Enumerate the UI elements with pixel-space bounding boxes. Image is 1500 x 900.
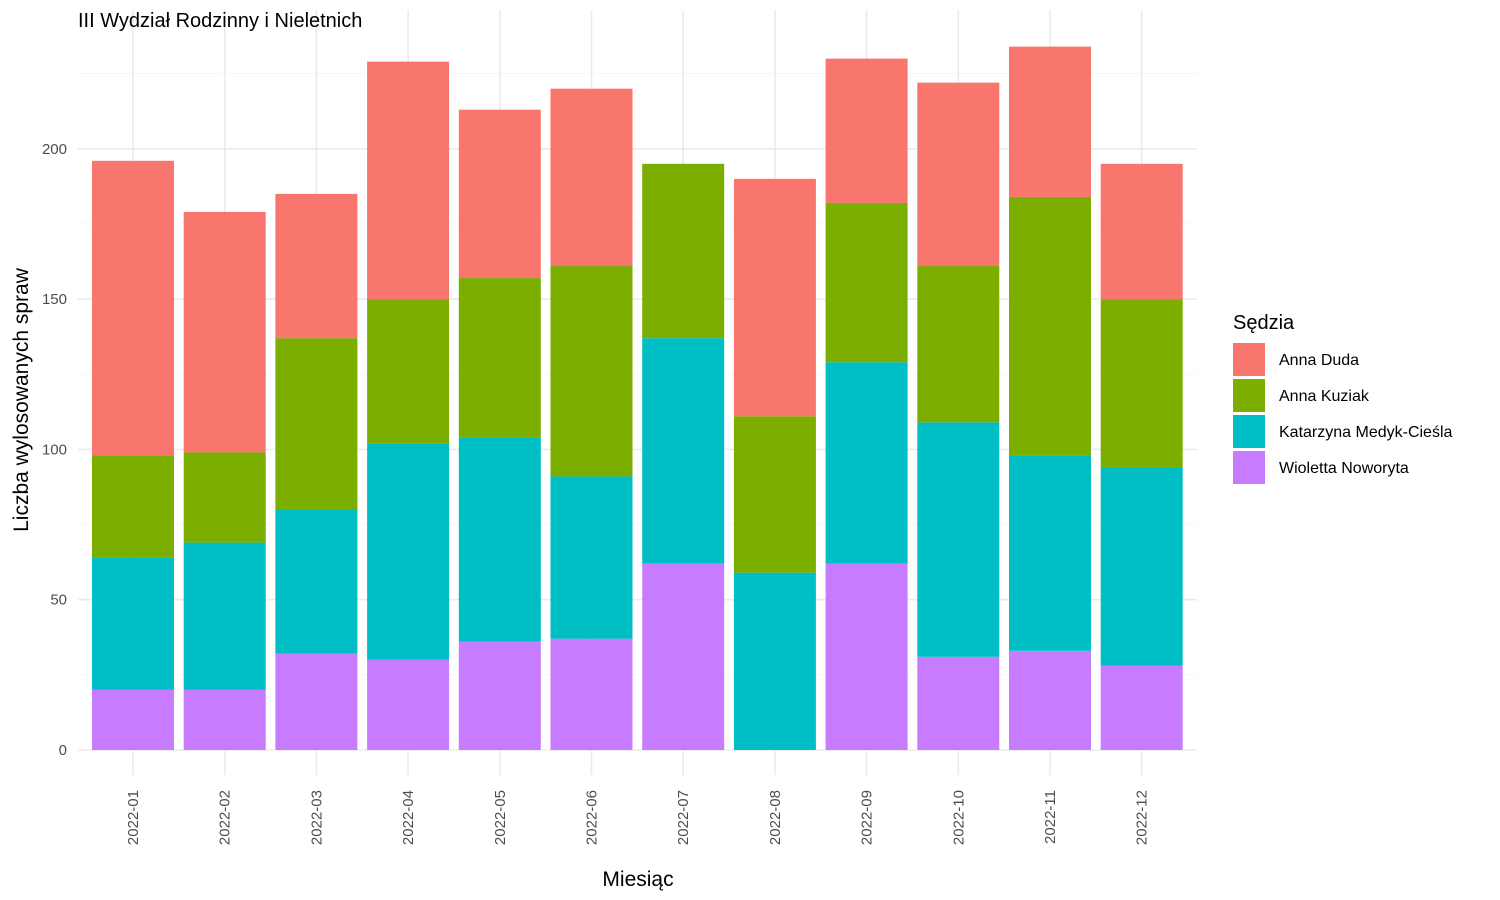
x-axis-title: Miesiąc: [602, 868, 673, 891]
bar-segment-katarzyna-medyk-cie-la-2022-11: [1009, 455, 1091, 651]
legend-swatch: [1233, 415, 1265, 448]
bar-segment-anna-kuziak-2022-02: [183, 452, 266, 543]
bar-segment-anna-kuziak-2022-03: [275, 338, 358, 510]
legend-title: Sędzia: [1233, 312, 1295, 334]
legend-swatch: [1233, 343, 1265, 376]
legend-label: Anna Duda: [1279, 352, 1359, 369]
bar-segment-katarzyna-medyk-cie-la-2022-04: [367, 443, 450, 660]
x-tick-label: 2022-10: [950, 790, 967, 845]
x-tick-label: 2022-12: [1134, 790, 1151, 845]
bar-segment-anna-kuziak-2022-04: [367, 299, 450, 444]
y-tick-label: 50: [50, 592, 67, 609]
bar-segment-wioletta-noworyta-2022-03: [275, 653, 358, 750]
y-tick-label: 150: [42, 291, 67, 308]
y-tick-label: 100: [42, 441, 67, 458]
x-tick-label: 2022-01: [125, 790, 142, 845]
bar-segment-anna-duda-2022-08: [733, 178, 816, 417]
x-tick-label: 2022-06: [584, 790, 601, 845]
y-axis-ticks: 0 50 100 150 200: [42, 141, 67, 759]
bar-segment-wioletta-noworyta-2022-10: [917, 656, 1000, 750]
bar-segment-katarzyna-medyk-cie-la-2022-03: [275, 509, 358, 654]
bar-segment-katarzyna-medyk-cie-la-2022-01: [92, 557, 174, 690]
bar-segment-anna-kuziak-2022-08: [733, 416, 816, 573]
legend-swatch: [1233, 379, 1265, 412]
legend: Sędzia Anna Duda Anna Kuziak Katarzyna Med…: [1233, 312, 1453, 484]
x-tick-label: 2022-04: [400, 790, 417, 845]
y-axis-title: Liczba wylosowanych spraw: [10, 267, 33, 532]
bar-segment-anna-duda-2022-12: [1100, 163, 1183, 300]
x-tick-label: 2022-07: [675, 790, 692, 845]
bar-segment-anna-duda-2022-01: [92, 160, 174, 456]
bar-segment-katarzyna-medyk-cie-la-2022-05: [458, 437, 541, 642]
x-tick-label: 2022-11: [1042, 790, 1059, 844]
legend-label: Anna Kuziak: [1279, 388, 1370, 405]
bar-segment-wioletta-noworyta-2022-09: [825, 563, 908, 750]
bar-segment-wioletta-noworyta-2022-01: [92, 689, 174, 750]
chart-title: III Wydział Rodzinny i Nieletnich: [78, 10, 362, 32]
y-tick-label: 200: [42, 141, 67, 158]
bar-segment-anna-duda-2022-05: [458, 109, 541, 279]
legend-swatch: [1233, 451, 1265, 484]
bar-segment-wioletta-noworyta-2022-12: [1100, 665, 1183, 750]
bar-segment-katarzyna-medyk-cie-la-2022-06: [550, 476, 633, 639]
x-tick-label: 2022-02: [217, 790, 234, 845]
bar-segment-anna-kuziak-2022-09: [825, 202, 908, 363]
bar-segment-anna-kuziak-2022-10: [917, 266, 1000, 423]
bar-segment-anna-duda-2022-11: [1009, 46, 1091, 197]
bar-segment-anna-kuziak-2022-06: [550, 266, 633, 477]
bar-segment-anna-duda-2022-09: [825, 58, 908, 203]
x-tick-label: 2022-05: [492, 790, 509, 845]
x-tick-label: 2022-09: [859, 790, 876, 845]
bar-segment-katarzyna-medyk-cie-la-2022-08: [733, 572, 816, 750]
bar-segment-anna-kuziak-2022-12: [1100, 299, 1183, 468]
bar-segment-katarzyna-medyk-cie-la-2022-02: [183, 542, 266, 690]
bar-segment-anna-kuziak-2022-01: [92, 455, 174, 558]
bar-segment-wioletta-noworyta-2022-07: [642, 563, 725, 750]
bar-segment-anna-duda-2022-04: [367, 61, 450, 300]
bar-segment-wioletta-noworyta-2022-04: [367, 659, 450, 750]
bar-segment-anna-duda-2022-10: [917, 82, 1000, 267]
x-tick-label: 2022-03: [308, 790, 325, 845]
legend-label: Wioletta Noworyta: [1279, 460, 1409, 477]
bar-segment-wioletta-noworyta-2022-02: [183, 689, 266, 750]
bar-segment-anna-kuziak-2022-05: [458, 278, 541, 438]
bar-segment-anna-kuziak-2022-11: [1009, 196, 1091, 456]
bar-segment-anna-duda-2022-06: [550, 88, 633, 267]
bar-segment-katarzyna-medyk-cie-la-2022-09: [825, 362, 908, 564]
x-axis-ticks: 2022-01 2022-02 2022-03 2022-04 2022-05 2022-…: [125, 790, 1151, 845]
bar-segment-katarzyna-medyk-cie-la-2022-10: [917, 422, 1000, 657]
bar-segment-anna-duda-2022-02: [183, 211, 266, 453]
bar-segment-wioletta-noworyta-2022-06: [550, 638, 633, 750]
bar-segment-wioletta-noworyta-2022-11: [1009, 650, 1091, 750]
legend-label: Katarzyna Medyk-Cieśla: [1279, 424, 1453, 441]
bar-segment-anna-kuziak-2022-07: [642, 163, 725, 339]
bar-segment-katarzyna-medyk-cie-la-2022-12: [1100, 467, 1183, 666]
y-tick-label: 0: [59, 742, 67, 759]
bars: [92, 46, 1183, 750]
bar-segment-anna-duda-2022-03: [275, 193, 358, 339]
x-tick-label: 2022-08: [767, 790, 784, 845]
bar-segment-wioletta-noworyta-2022-05: [458, 641, 541, 750]
bar-segment-katarzyna-medyk-cie-la-2022-07: [642, 338, 725, 564]
